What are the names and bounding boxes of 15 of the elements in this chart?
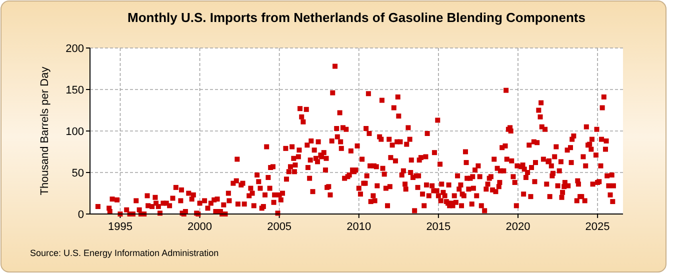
y-tick-label: 200: [66, 43, 84, 55]
chart-title: Monthly U.S. Imports from Netherlands of Gasoline Blending Components: [128, 10, 586, 25]
y-tick-label: 150: [66, 84, 84, 96]
source-note: Source: U.S. Energy Information Administration: [30, 248, 219, 258]
y-tick-label: 50: [72, 168, 84, 180]
y-tick-label: 100: [66, 126, 84, 138]
x-tick-label: 2020: [506, 221, 530, 233]
x-tick-label: 2015: [426, 221, 451, 233]
x-tick-label: 2005: [267, 221, 292, 233]
x-tick-label: 1995: [108, 221, 132, 233]
x-tick-label: 2000: [188, 221, 212, 233]
x-tick-label: 2010: [346, 221, 372, 233]
y-axis-title: Thousand Barrels per Day: [39, 66, 51, 196]
y-tick-label: 0: [78, 209, 84, 221]
x-tick-label: 2025: [585, 221, 610, 233]
